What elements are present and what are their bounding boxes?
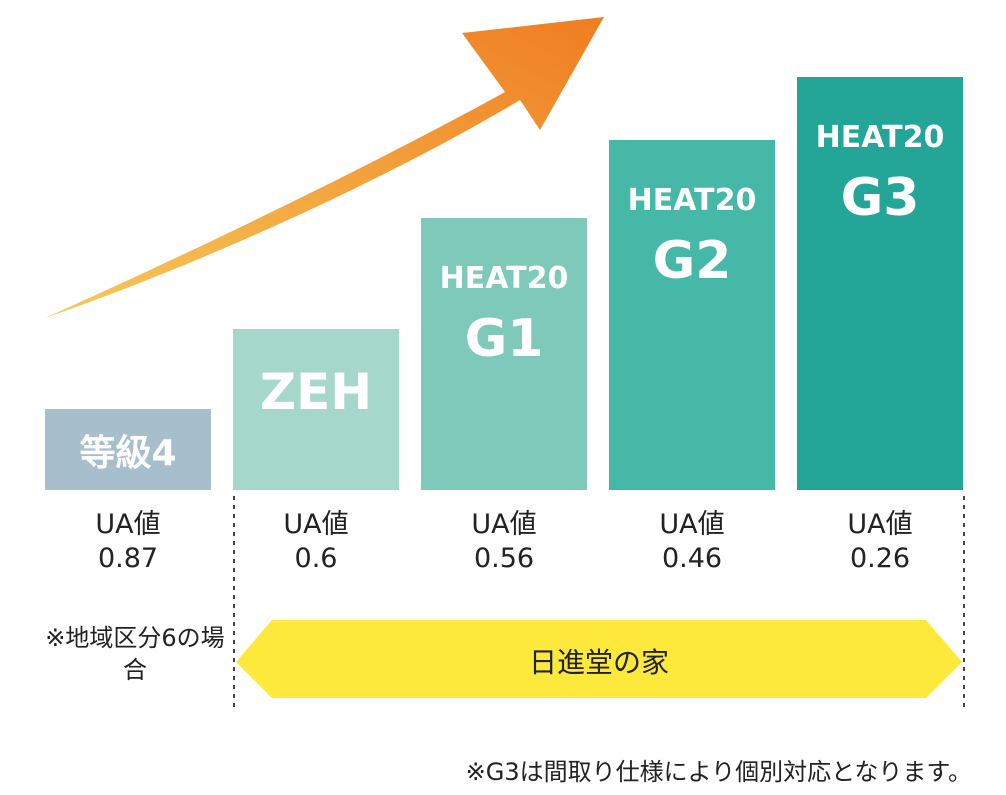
ua-label-title: UA値 [659,509,725,540]
region-note: ※地域区分6の場合 [45,624,225,684]
ua-label-title: UA値 [471,509,537,540]
bar-5-label-line2: G3 [841,168,920,228]
ua-label-1: UA値 0.87 [45,508,211,576]
bar-4-label-line2: G2 [653,231,732,291]
ua-label-value: 0.46 [661,543,723,574]
bar-2 [233,329,399,490]
ua-label-title: UA値 [95,509,161,540]
bar-1 [45,409,211,490]
ua-label-5: UA値 0.26 [797,508,963,576]
ua-label-title: UA値 [283,509,349,540]
bar-5 [797,77,963,490]
ua-label-value: 0.56 [473,543,535,574]
ua-label-3: UA値 0.56 [421,508,587,576]
banner-shape [236,620,962,698]
bar-5-label-line1: HEAT20 [816,120,945,155]
ua-label-value: 0.26 [849,543,911,574]
bar-3-label-line2: G1 [465,309,544,369]
footnote: ※G3は間取り仕様により個別対応となります。 [465,758,972,786]
bar-1-label: 等級4 [79,433,176,474]
ua-label-title: UA値 [847,509,913,540]
ua-label-4: UA値 0.46 [609,508,775,576]
bar-4 [609,140,775,490]
trend-arrow [45,17,604,318]
bars-group: 等級4 ZEH HEAT20 G1 HEAT20 G2 HEAT20 G3 [45,77,963,490]
bar-2-label: ZEH [260,363,372,421]
bar-3 [421,218,587,490]
ua-label-2: UA値 0.6 [233,508,399,576]
ua-label-value: 0.6 [294,543,338,574]
bar-4-label-line1: HEAT20 [628,183,757,218]
ua-label-value: 0.87 [97,543,159,574]
bar-3-label-line1: HEAT20 [440,261,569,296]
banner-label: 日進堂の家 [528,646,669,679]
